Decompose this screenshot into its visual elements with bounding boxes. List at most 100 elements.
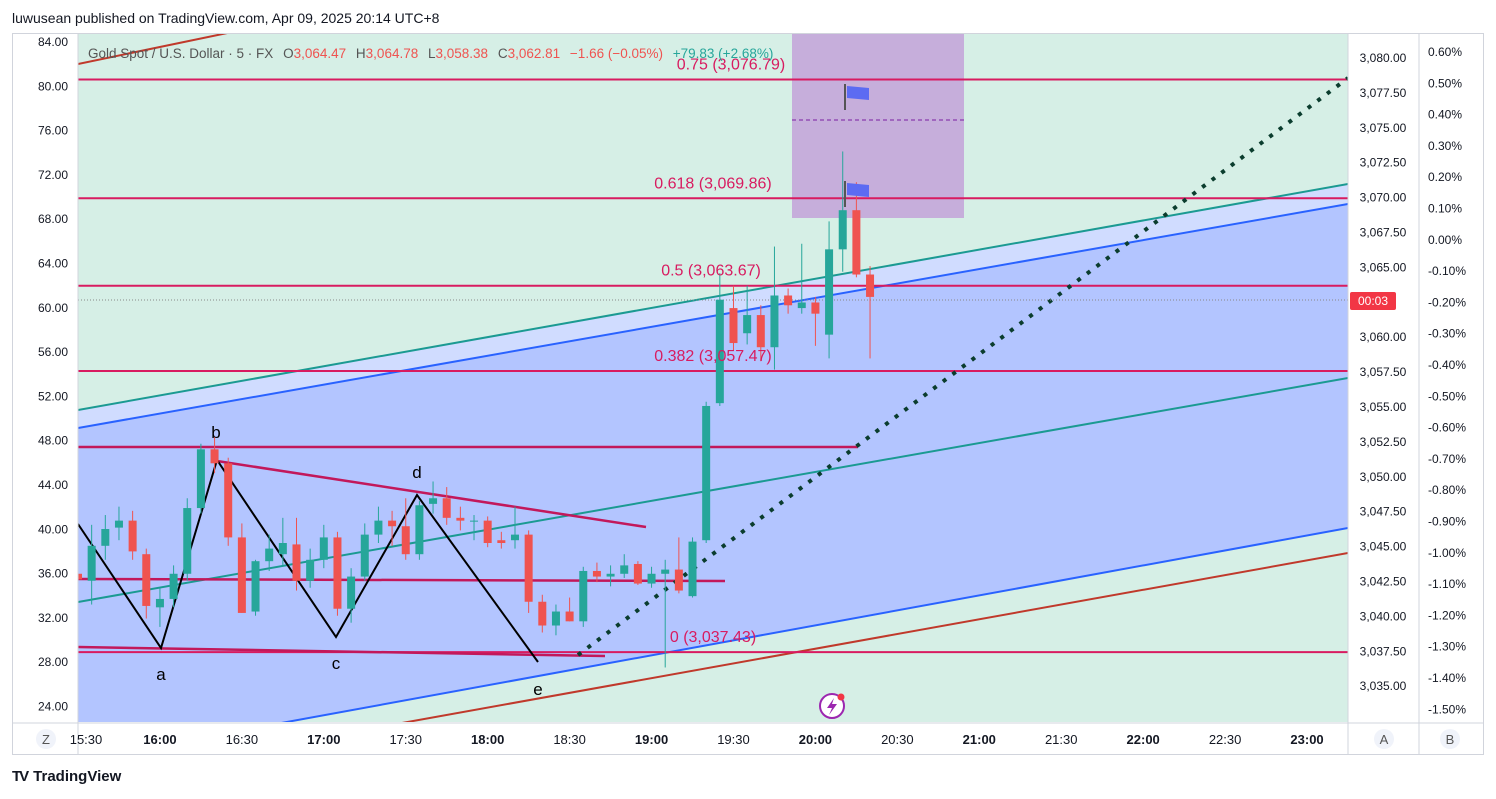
candle[interactable] bbox=[510, 506, 519, 549]
candle[interactable] bbox=[661, 559, 670, 668]
candle-body bbox=[592, 570, 601, 577]
candle[interactable] bbox=[429, 481, 438, 514]
time-axis[interactable]: 15:30 16:00 16:30 17:00 17:30 18:00 18:30 19:00… bbox=[70, 732, 1324, 747]
candle[interactable] bbox=[74, 552, 82, 602]
svg-text:A: A bbox=[1380, 732, 1389, 747]
candle[interactable] bbox=[401, 498, 410, 560]
candle[interactable] bbox=[838, 151, 847, 272]
right-price-axis[interactable]: 3,080.00 3,077.50 3,075.00 3,072.50 3,070.00… bbox=[1360, 51, 1407, 693]
candle[interactable] bbox=[743, 285, 752, 345]
pattern-label-d: d bbox=[412, 463, 421, 482]
candle[interactable] bbox=[142, 548, 151, 619]
candle[interactable] bbox=[333, 531, 342, 616]
candle[interactable] bbox=[251, 559, 260, 616]
candle[interactable] bbox=[388, 510, 397, 546]
candle-body bbox=[78, 573, 82, 580]
candle[interactable] bbox=[538, 594, 547, 633]
candle[interactable] bbox=[674, 537, 683, 594]
candle[interactable] bbox=[87, 524, 96, 605]
right-axis-tick: 3,067.50 bbox=[1360, 226, 1407, 240]
b-button[interactable]: B bbox=[1440, 729, 1460, 749]
right-axis-tick: 3,040.00 bbox=[1360, 609, 1407, 623]
candle[interactable] bbox=[210, 436, 219, 474]
candle[interactable] bbox=[784, 288, 793, 314]
chart-frame[interactable]: a b c d e 0.75 (3,076.79) 0.618 (3,069.86) 0.5… bbox=[12, 33, 1484, 755]
candle[interactable] bbox=[797, 243, 806, 314]
candle[interactable] bbox=[470, 515, 479, 541]
channel-line-teal-upper bbox=[78, 183, 1348, 411]
candle[interactable] bbox=[592, 562, 601, 583]
candle[interactable] bbox=[128, 510, 137, 560]
candle[interactable] bbox=[620, 554, 629, 578]
candle[interactable] bbox=[442, 487, 451, 525]
candle[interactable] bbox=[633, 561, 642, 585]
candle[interactable] bbox=[114, 506, 123, 541]
tradingview-logo[interactable]: TV TradingView bbox=[12, 768, 121, 785]
candle[interactable] bbox=[729, 285, 738, 351]
pct-axis-tick: 0.10% bbox=[1428, 202, 1462, 216]
pct-axis-tick: -0.60% bbox=[1428, 421, 1466, 435]
candle-body bbox=[633, 563, 642, 584]
auto-scale-button[interactable]: A bbox=[1374, 729, 1394, 749]
candle[interactable] bbox=[647, 566, 656, 588]
candle[interactable] bbox=[825, 221, 834, 359]
candle-body bbox=[306, 559, 315, 581]
candle[interactable] bbox=[702, 401, 711, 544]
candle[interactable] bbox=[866, 266, 875, 359]
candle[interactable] bbox=[770, 246, 779, 370]
candle-body bbox=[715, 299, 724, 404]
candle[interactable] bbox=[183, 498, 192, 581]
candle[interactable] bbox=[852, 182, 861, 278]
candle[interactable] bbox=[415, 501, 424, 560]
channel-line-blue-upper bbox=[78, 203, 1348, 429]
candle[interactable] bbox=[196, 443, 205, 514]
candle[interactable] bbox=[360, 523, 369, 581]
candle[interactable] bbox=[456, 506, 465, 531]
candle[interactable] bbox=[319, 524, 328, 569]
zoom-z-button[interactable]: Z bbox=[36, 729, 56, 749]
pct-axis-tick: -0.20% bbox=[1428, 295, 1466, 309]
candle[interactable] bbox=[292, 517, 301, 591]
candle[interactable] bbox=[347, 568, 356, 623]
percent-axis[interactable]: 0.60% 0.50% 0.40% 0.30% 0.20% 0.10% 0.00% -0.10… bbox=[1428, 45, 1466, 716]
candle[interactable] bbox=[688, 537, 697, 598]
left-axis-tick: 60.00 bbox=[38, 301, 68, 315]
left-price-axis[interactable]: 84.00 80.00 76.00 72.00 68.00 64.00 60.00 56.00… bbox=[38, 35, 68, 714]
left-axis-tick: 84.00 bbox=[38, 35, 68, 49]
time-axis-tick: 16:00 bbox=[143, 732, 176, 747]
candle[interactable] bbox=[374, 506, 383, 544]
candle[interactable] bbox=[606, 565, 615, 587]
candlestick-series[interactable] bbox=[74, 151, 875, 668]
channel-fill-inner bbox=[78, 204, 1348, 722]
candle[interactable] bbox=[565, 597, 574, 622]
candle[interactable] bbox=[551, 604, 560, 636]
candle-body bbox=[347, 576, 356, 609]
candle[interactable] bbox=[169, 565, 178, 608]
candle[interactable] bbox=[715, 273, 724, 406]
candle[interactable] bbox=[756, 305, 765, 362]
price-chart[interactable]: a b c d e 0.75 (3,076.79) 0.618 (3,069.86) 0.5… bbox=[13, 34, 1483, 754]
candle[interactable] bbox=[155, 587, 164, 627]
pct-axis-tick: 0.30% bbox=[1428, 139, 1462, 153]
lightning-icon[interactable] bbox=[819, 693, 845, 719]
candle-body bbox=[551, 611, 560, 626]
candle[interactable] bbox=[265, 534, 274, 571]
pattern-label-e: e bbox=[533, 680, 542, 699]
candle[interactable] bbox=[237, 523, 246, 613]
pct-axis-tick: -1.00% bbox=[1428, 546, 1466, 560]
candle[interactable] bbox=[579, 566, 588, 627]
candle[interactable] bbox=[524, 530, 533, 613]
candle[interactable] bbox=[224, 457, 233, 546]
candle[interactable] bbox=[101, 515, 110, 560]
right-axis-tick: 3,042.50 bbox=[1360, 575, 1407, 589]
right-axis-tick: 3,050.00 bbox=[1360, 470, 1407, 484]
candle[interactable] bbox=[483, 516, 492, 548]
time-axis-tick: 18:00 bbox=[471, 732, 504, 747]
candle[interactable] bbox=[497, 531, 506, 549]
right-axis-tick: 3,047.50 bbox=[1360, 505, 1407, 519]
candle[interactable] bbox=[278, 517, 287, 566]
plot-area[interactable]: a b c d e 0.75 (3,076.79) 0.618 (3,069.86) 0.5… bbox=[74, 34, 1348, 754]
candle[interactable] bbox=[811, 296, 820, 346]
pattern-point-labels: a b c d e bbox=[156, 423, 542, 699]
candle[interactable] bbox=[306, 548, 315, 588]
